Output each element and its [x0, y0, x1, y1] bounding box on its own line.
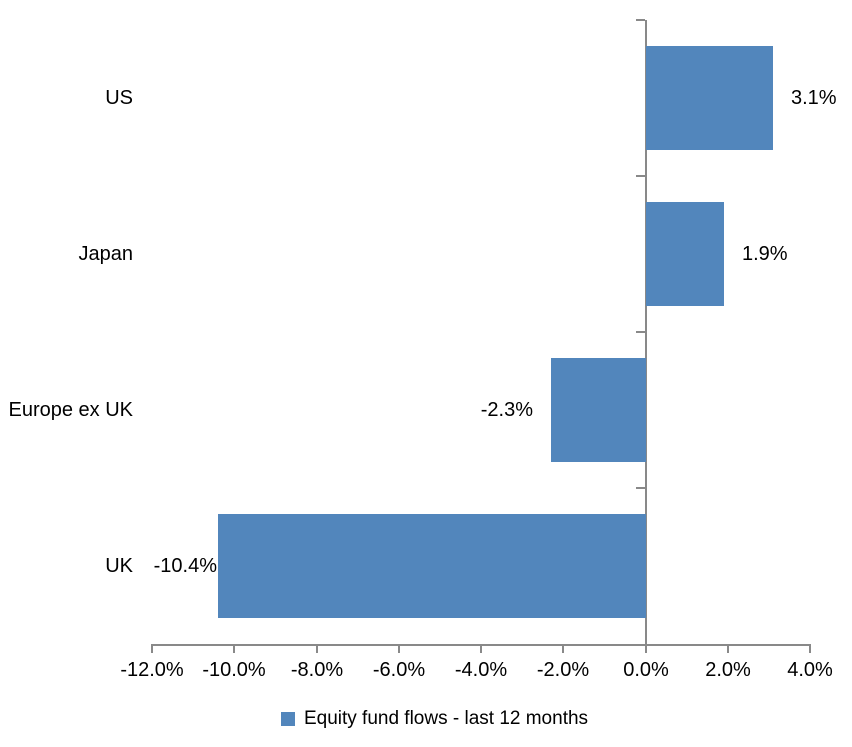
- x-tick-label: -2.0%: [536, 659, 590, 681]
- value-label: 3.1%: [791, 86, 837, 109]
- value-label: -2.3%: [480, 398, 533, 421]
- x-axis-tick: [727, 644, 729, 653]
- category-label: US: [105, 86, 133, 109]
- x-axis-tick: [151, 644, 153, 653]
- category-label: UK: [105, 554, 133, 577]
- x-tick-label: 0.0%: [623, 659, 669, 681]
- x-tick-label: -4.0%: [454, 659, 508, 681]
- x-tick-label: -6.0%: [372, 659, 426, 681]
- category-boundary-tick: [636, 175, 645, 177]
- x-axis-tick: [562, 644, 564, 653]
- bar: [218, 514, 646, 618]
- x-tick-label: 4.0%: [787, 659, 833, 681]
- x-axis-tick: [809, 644, 811, 653]
- x-tick-label: -8.0%: [290, 659, 344, 681]
- x-axis-tick: [316, 644, 318, 653]
- value-label: 1.9%: [742, 242, 788, 265]
- x-tick-label: -12.0%: [120, 659, 184, 681]
- category-label: Europe ex UK: [8, 398, 133, 421]
- y-axis-line: [645, 20, 647, 653]
- bar: [646, 202, 724, 306]
- bar: [646, 46, 773, 150]
- category-boundary-tick: [636, 331, 645, 333]
- x-axis-tick: [398, 644, 400, 653]
- x-tick-label: 2.0%: [705, 659, 751, 681]
- x-axis-tick: [233, 644, 235, 653]
- x-tick-label: -10.0%: [202, 659, 266, 681]
- category-boundary-tick: [636, 19, 645, 21]
- legend-label: Equity fund flows - last 12 months: [303, 708, 589, 729]
- legend: Equity fund flows - last 12 months: [0, 703, 852, 735]
- x-axis-tick: [480, 644, 482, 653]
- category-boundary-tick: [636, 487, 645, 489]
- value-label: -10.4%: [153, 554, 217, 577]
- x-axis-tick: [645, 644, 647, 653]
- bar: [551, 358, 646, 462]
- category-label: Japan: [78, 242, 134, 265]
- legend-swatch: [280, 712, 295, 726]
